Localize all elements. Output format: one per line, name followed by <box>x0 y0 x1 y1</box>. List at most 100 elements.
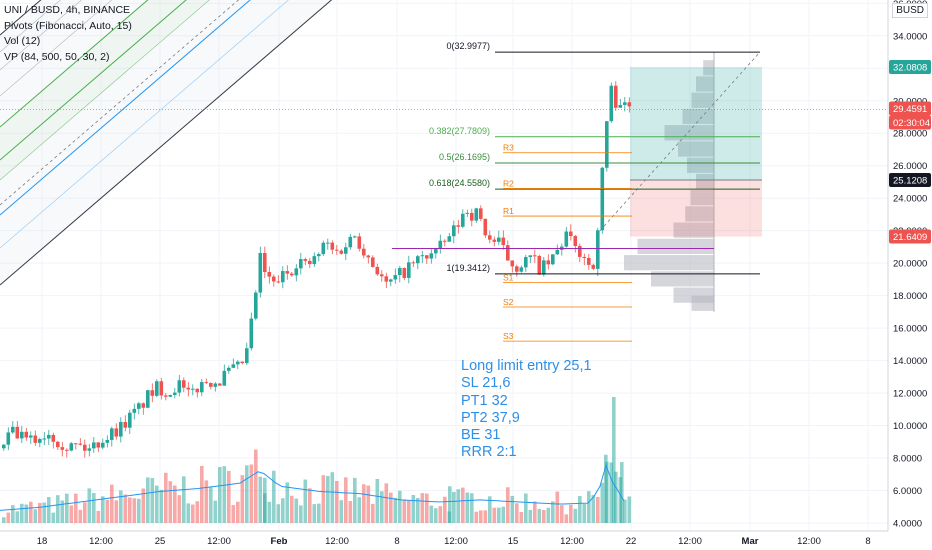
channel-green-line <box>0 0 187 161</box>
volume-bar <box>357 497 362 523</box>
volume-bar <box>177 495 182 523</box>
price-tag: 25.1208 <box>893 175 927 186</box>
volume-bar <box>510 495 515 523</box>
volume-bar <box>546 507 551 523</box>
legend-pivots[interactable]: Pivots (Fibonacci, Auto, 15) <box>4 19 132 32</box>
volume-bar <box>371 503 375 523</box>
candle-body <box>222 370 227 386</box>
legend-vp[interactable]: VP (84, 500, 50, 30, 2) <box>4 50 110 63</box>
volume-bar <box>155 485 159 523</box>
candle-body <box>411 262 416 264</box>
volume-bar <box>497 507 501 523</box>
candle-body <box>483 218 488 236</box>
volume-bar <box>222 466 227 523</box>
candle-body <box>591 264 596 269</box>
candle-body <box>497 237 501 242</box>
candle-body <box>609 85 614 122</box>
volume-bar <box>128 497 132 523</box>
volume-bar <box>578 495 582 523</box>
candle-body <box>290 273 294 276</box>
fib-level-label: 0.382(27.7809) <box>429 126 490 136</box>
symbol-title[interactable]: UNI / BUSD, 4h, BINANCE <box>4 4 131 16</box>
candle-body <box>501 237 506 246</box>
volume-bar <box>146 477 150 523</box>
volume-bar <box>263 477 267 523</box>
volume-bar <box>600 482 605 523</box>
volume-bar <box>348 501 353 523</box>
volume-bar <box>38 502 42 523</box>
pivot-level-label: R2 <box>503 178 514 188</box>
pivot-level-label: S3 <box>503 331 514 341</box>
note-line: Long limit entry 25,1 <box>461 358 592 374</box>
price-tag-bg <box>889 59 931 74</box>
volume-bar <box>474 511 479 523</box>
volume-bar <box>137 498 141 523</box>
volume-bar <box>393 497 398 523</box>
candle-body <box>258 253 263 293</box>
candle-body <box>245 348 249 364</box>
volume-bar <box>92 493 96 523</box>
candle-body <box>299 259 303 269</box>
candle-body <box>339 250 344 254</box>
volume-bar <box>344 477 348 523</box>
volume-bar <box>29 501 33 523</box>
note-line: RRR 2:1 <box>461 444 517 461</box>
volume-bar <box>74 493 78 523</box>
candle-body <box>164 395 168 397</box>
volume-bar <box>56 495 60 523</box>
candle-body <box>618 104 623 108</box>
volume-bar <box>596 496 600 523</box>
volume-bar <box>479 510 483 523</box>
time-tick-label: 12:00 <box>207 536 231 547</box>
time-axis[interactable]: 18 12:00 25 12:00 Feb 12:00 8 12:00 15 12:00 22 12:… <box>0 530 932 550</box>
last-price-tag: 29.4591 <box>893 104 927 115</box>
candle-body <box>96 442 101 448</box>
volume-bar <box>501 506 506 523</box>
grid <box>0 0 888 531</box>
candle-body <box>321 242 326 255</box>
volume-bar <box>83 502 87 523</box>
price-tick-label: 34.0000 <box>893 31 927 42</box>
volume-bar <box>191 504 195 523</box>
candle-body <box>213 383 218 387</box>
candle-body <box>2 444 6 449</box>
candle-body <box>204 382 209 384</box>
candle-body <box>294 268 299 276</box>
channel-line <box>0 0 289 249</box>
candle-body <box>353 236 357 238</box>
volume-bar <box>51 512 56 523</box>
candle-body <box>132 408 137 413</box>
vp-bin <box>673 222 714 238</box>
legend-vol[interactable]: Vol (12) <box>4 35 41 47</box>
price-axis[interactable]: 4.0000 6.0000 8.0000 10.0000 12.0000 14.0000 1… <box>887 0 932 531</box>
volume-bar <box>20 503 24 523</box>
volume-bar <box>591 495 596 523</box>
candle-body <box>146 390 150 408</box>
volume-bar <box>159 489 164 523</box>
pivot-level-label: S1 <box>503 273 514 283</box>
candle-body <box>375 266 380 275</box>
volume-bar <box>326 475 330 523</box>
candle-body <box>582 256 587 258</box>
volume-bar <box>312 504 317 523</box>
candle-body <box>51 434 56 442</box>
volume-bar <box>218 467 222 523</box>
note-line: PT1 32 <box>461 392 508 409</box>
time-tick-label: 12:00 <box>89 536 113 547</box>
candle-body <box>542 260 546 275</box>
volume-bar <box>240 475 245 523</box>
price-tag: 32.0808 <box>893 62 927 73</box>
candle-body <box>425 255 429 259</box>
volume-bar <box>515 503 519 523</box>
candle-body <box>155 381 159 396</box>
volume-bar <box>407 500 411 523</box>
candle-body <box>551 254 555 265</box>
candle-body <box>348 236 353 248</box>
candle-body <box>231 364 236 368</box>
volume-bar <box>245 465 249 523</box>
candle-body <box>596 230 600 269</box>
candle-body <box>177 380 182 393</box>
volume-bar <box>398 490 402 523</box>
candle-body <box>438 240 443 249</box>
